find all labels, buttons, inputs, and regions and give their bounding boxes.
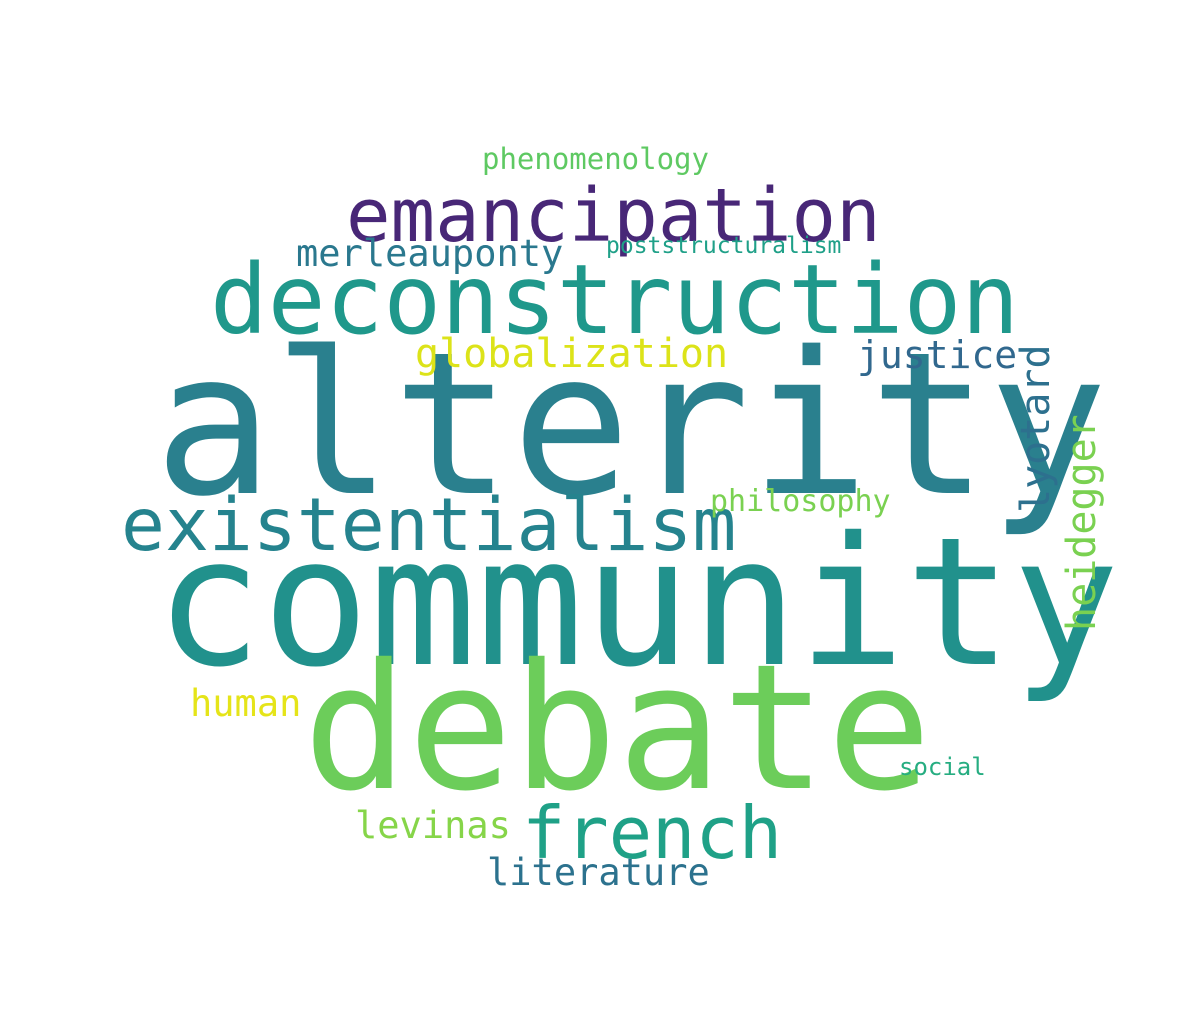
word-social: social: [899, 753, 986, 781]
word-community: community: [155, 499, 1120, 706]
word-lyotard: lyotard: [1013, 344, 1059, 513]
word-justice: justice: [857, 333, 1018, 377]
word-debate: debate: [303, 627, 932, 830]
word-literature: literature: [487, 851, 710, 894]
word-philosophy: philosophy: [710, 484, 891, 519]
word-levinas: levinas: [355, 804, 511, 847]
word-french: french: [522, 791, 783, 875]
word-poststructuralism: poststructuralism: [606, 233, 842, 259]
word-merleauponty: merleauponty: [296, 232, 564, 275]
word-deconstruction: deconstruction: [210, 244, 1020, 356]
word-heidegger: heidegger: [1059, 414, 1105, 631]
word-alterity: alterity: [154, 309, 1108, 540]
word-human: human: [190, 682, 302, 725]
word-phenomenology: phenomenology: [482, 142, 709, 176]
word-emancipation: emancipation: [346, 173, 881, 259]
word-existentialism: existentialism: [121, 483, 737, 568]
word-globalization: globalization: [415, 331, 729, 377]
